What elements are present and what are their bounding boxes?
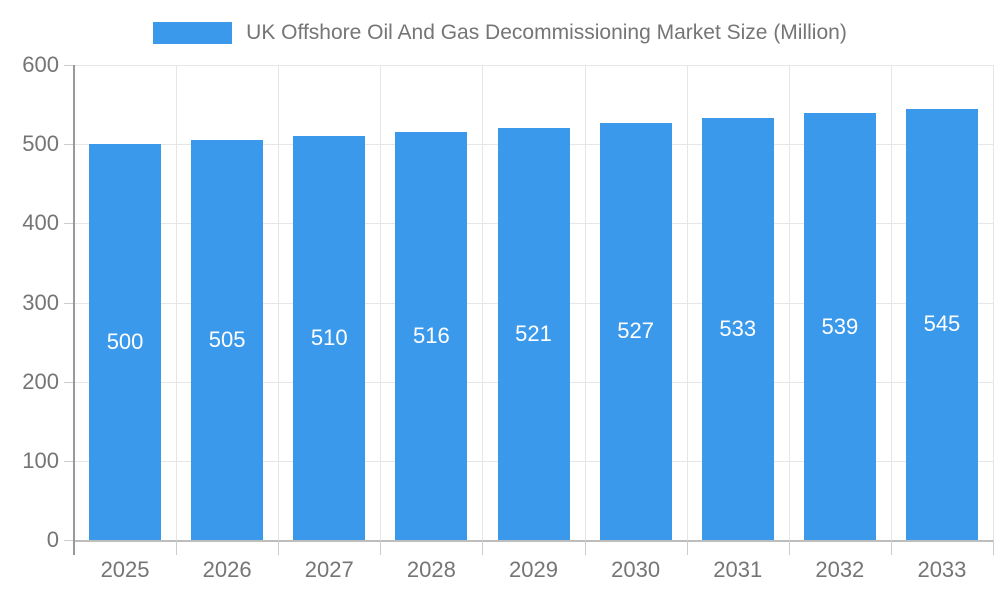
legend-swatch-icon[interactable] [153, 22, 233, 44]
bar-value-label: 505 [208, 327, 246, 353]
x-axis-label: 2027 [304, 557, 354, 582]
bar[interactable] [599, 122, 672, 540]
grid-line-v [686, 65, 688, 540]
bar-value-label: 527 [617, 318, 654, 344]
x-axis-label: 2030 [611, 557, 661, 582]
grid-line-v [380, 65, 382, 540]
x-axis-tick [380, 540, 382, 555]
bar-value-label: 533 [719, 316, 757, 342]
grid-line-v [890, 65, 892, 540]
plot-area: 0 100 200 300 400 500 600 500 2025 505 2026 510 2027… [22, 52, 994, 582]
x-axis-label: 2029 [509, 557, 558, 582]
x-axis-label: 2026 [202, 557, 252, 582]
x-axis-tick [890, 540, 892, 555]
y-axis-label: 500 [22, 131, 59, 157]
bar[interactable] [191, 140, 264, 540]
x-axis-baseline [74, 540, 993, 542]
x-axis-label: 2032 [815, 557, 865, 582]
bar[interactable] [293, 136, 366, 540]
x-axis-tick [993, 540, 994, 555]
bar[interactable] [89, 144, 162, 540]
bar-value-label: 545 [923, 311, 961, 337]
y-axis-tick [64, 460, 74, 462]
y-axis-tick [64, 302, 74, 304]
y-axis-label: 300 [22, 289, 59, 315]
x-axis-tick [584, 540, 586, 555]
y-axis-label: 0 [46, 527, 59, 552]
x-axis-label: 2025 [100, 557, 150, 582]
y-axis-tick [64, 65, 74, 66]
y-axis-tick [64, 223, 74, 225]
grid-line-v [278, 65, 280, 540]
x-axis-tick [482, 540, 484, 555]
chart-title: UK Offshore Oil And Gas Decommissioning … [246, 21, 847, 44]
bar[interactable] [803, 113, 876, 540]
bar[interactable] [497, 127, 570, 540]
y-axis-tick [64, 144, 74, 146]
grid-line-v [584, 65, 586, 540]
chart-legend[interactable]: UK Offshore Oil And Gas Decommissioning … [0, 21, 1000, 45]
y-axis-label: 100 [22, 447, 59, 473]
bar-value-label: 539 [821, 313, 859, 339]
grid-line-v [788, 65, 790, 540]
y-axis-tick [64, 540, 74, 541]
bar-value-label: 521 [515, 320, 552, 346]
x-axis-tick [788, 540, 790, 555]
y-axis-label: 400 [22, 210, 59, 236]
bar-value-label: 510 [310, 325, 348, 351]
x-axis-label: 2033 [917, 557, 967, 582]
bar-value-label: 516 [413, 322, 450, 348]
x-axis-tick [278, 540, 280, 555]
y-axis-line [73, 65, 75, 555]
grid-line-h [74, 65, 993, 66]
bar[interactable] [905, 108, 978, 540]
x-axis-tick [686, 540, 688, 555]
grid-line-v [482, 65, 484, 540]
x-axis-tick [176, 540, 178, 555]
x-axis-label: 2031 [713, 557, 763, 582]
x-axis-label: 2028 [406, 557, 456, 582]
grid-line-v [176, 65, 178, 540]
grid-line-v [993, 65, 994, 540]
y-axis-label: 600 [22, 52, 59, 77]
bar[interactable] [701, 118, 774, 540]
y-axis-label: 200 [22, 368, 59, 394]
bar[interactable] [395, 131, 468, 540]
bar-value-label: 500 [106, 329, 144, 355]
y-axis-tick [64, 381, 74, 383]
